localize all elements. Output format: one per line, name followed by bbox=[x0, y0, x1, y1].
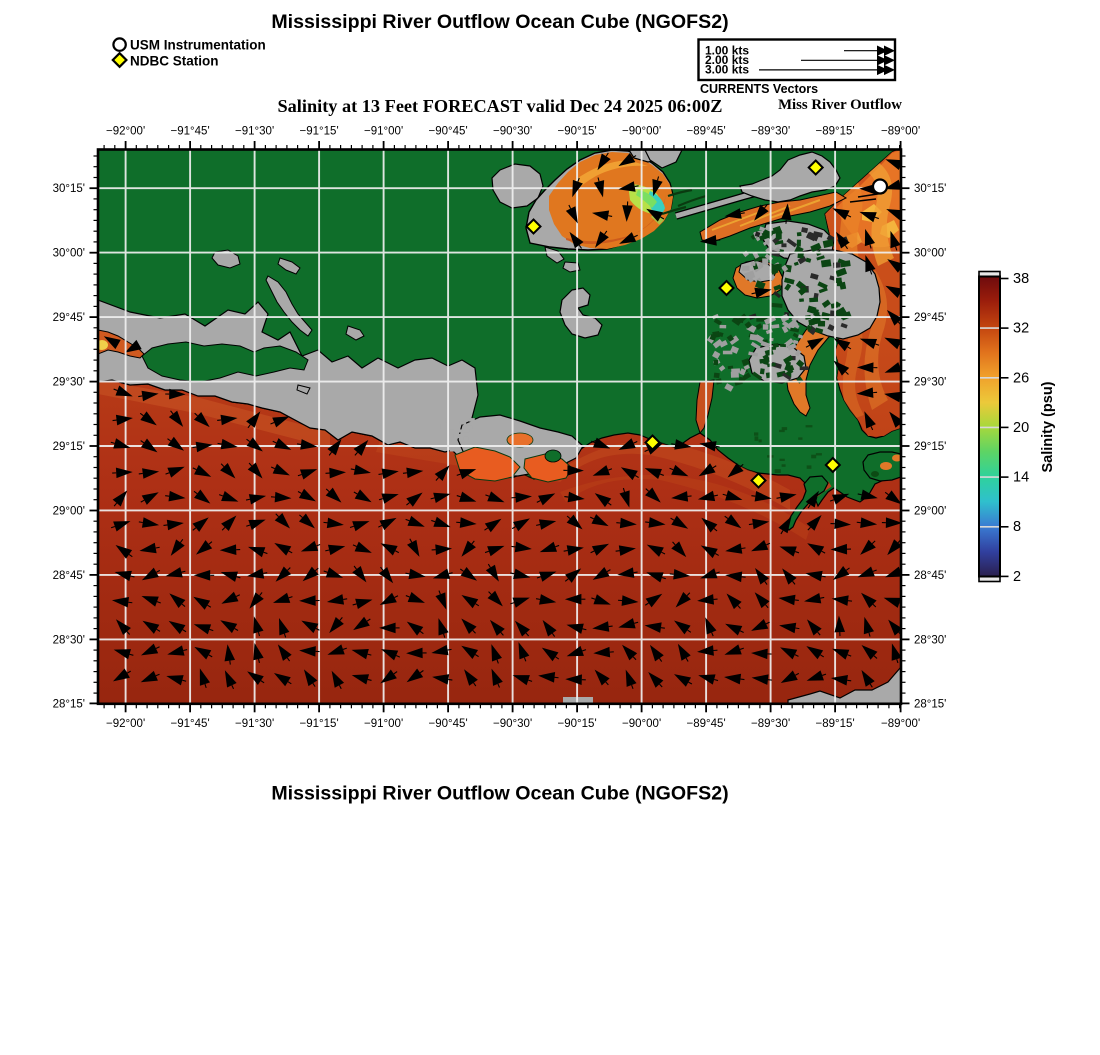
svg-text:29°30': 29°30' bbox=[53, 377, 85, 389]
svg-text:−91°45': −91°45' bbox=[171, 126, 210, 138]
svg-text:−90°15': −90°15' bbox=[558, 718, 597, 730]
svg-text:−91°15': −91°15' bbox=[300, 126, 339, 138]
svg-text:−91°30': −91°30' bbox=[235, 718, 274, 730]
svg-text:Mississippi River Outflow Ocea: Mississippi River Outflow Ocean Cube (NG… bbox=[271, 11, 728, 33]
svg-text:30°00': 30°00' bbox=[53, 248, 85, 260]
svg-text:−89°15': −89°15' bbox=[816, 126, 855, 138]
svg-text:USM Instrumentation: USM Instrumentation bbox=[130, 38, 266, 53]
svg-text:−90°00': −90°00' bbox=[622, 718, 661, 730]
svg-text:−91°00': −91°00' bbox=[364, 126, 403, 138]
svg-text:28°45': 28°45' bbox=[914, 570, 946, 582]
svg-text:−89°30': −89°30' bbox=[751, 718, 790, 730]
svg-text:CURRENTS Vectors: CURRENTS Vectors bbox=[700, 82, 818, 96]
svg-text:−92°00': −92°00' bbox=[106, 718, 145, 730]
svg-text:−90°45': −90°45' bbox=[429, 126, 468, 138]
svg-text:−91°00': −91°00' bbox=[364, 718, 403, 730]
svg-text:−89°00': −89°00' bbox=[881, 126, 920, 138]
svg-text:−90°30': −90°30' bbox=[493, 126, 532, 138]
svg-text:20: 20 bbox=[1013, 420, 1029, 436]
svg-text:−89°30': −89°30' bbox=[751, 126, 790, 138]
svg-text:3.00 kts: 3.00 kts bbox=[705, 63, 749, 77]
svg-text:Salinity (psu): Salinity (psu) bbox=[1040, 381, 1056, 472]
svg-text:2: 2 bbox=[1013, 569, 1021, 585]
svg-text:38: 38 bbox=[1013, 271, 1029, 287]
svg-text:−92°00': −92°00' bbox=[106, 126, 145, 138]
svg-text:−90°00': −90°00' bbox=[622, 126, 661, 138]
svg-text:−91°30': −91°30' bbox=[235, 126, 274, 138]
svg-text:28°15': 28°15' bbox=[53, 698, 85, 710]
svg-text:NDBC Station: NDBC Station bbox=[130, 54, 219, 69]
svg-text:−91°45': −91°45' bbox=[171, 718, 210, 730]
svg-text:8: 8 bbox=[1013, 519, 1021, 535]
svg-text:29°45': 29°45' bbox=[914, 312, 946, 324]
svg-text:29°00': 29°00' bbox=[914, 506, 946, 518]
svg-text:−89°15': −89°15' bbox=[816, 718, 855, 730]
svg-text:32: 32 bbox=[1013, 321, 1029, 337]
svg-text:Salinity at 13 Feet FORECAST v: Salinity at 13 Feet FORECAST valid Dec 2… bbox=[277, 96, 722, 116]
svg-text:−90°45': −90°45' bbox=[429, 718, 468, 730]
svg-text:29°15': 29°15' bbox=[914, 441, 946, 453]
svg-text:−89°45': −89°45' bbox=[687, 718, 726, 730]
svg-text:28°30': 28°30' bbox=[914, 634, 946, 646]
svg-text:29°30': 29°30' bbox=[914, 377, 946, 389]
svg-text:Miss River Outflow: Miss River Outflow bbox=[778, 97, 902, 113]
svg-text:30°15': 30°15' bbox=[53, 183, 85, 195]
svg-text:−89°00': −89°00' bbox=[881, 718, 920, 730]
svg-text:14: 14 bbox=[1013, 470, 1029, 486]
svg-text:−89°45': −89°45' bbox=[687, 126, 726, 138]
svg-text:Mississippi River Outflow Ocea: Mississippi River Outflow Ocean Cube (NG… bbox=[271, 783, 728, 805]
svg-text:−90°30': −90°30' bbox=[493, 718, 532, 730]
svg-text:30°15': 30°15' bbox=[914, 183, 946, 195]
svg-text:26: 26 bbox=[1013, 370, 1029, 386]
svg-text:29°15': 29°15' bbox=[53, 441, 85, 453]
svg-text:−91°15': −91°15' bbox=[300, 718, 339, 730]
svg-text:28°45': 28°45' bbox=[53, 570, 85, 582]
svg-text:−90°15': −90°15' bbox=[558, 126, 597, 138]
svg-text:28°15': 28°15' bbox=[914, 698, 946, 710]
svg-text:29°00': 29°00' bbox=[53, 506, 85, 518]
svg-text:29°45': 29°45' bbox=[53, 312, 85, 324]
svg-text:30°00': 30°00' bbox=[914, 248, 946, 260]
svg-text:28°30': 28°30' bbox=[53, 634, 85, 646]
